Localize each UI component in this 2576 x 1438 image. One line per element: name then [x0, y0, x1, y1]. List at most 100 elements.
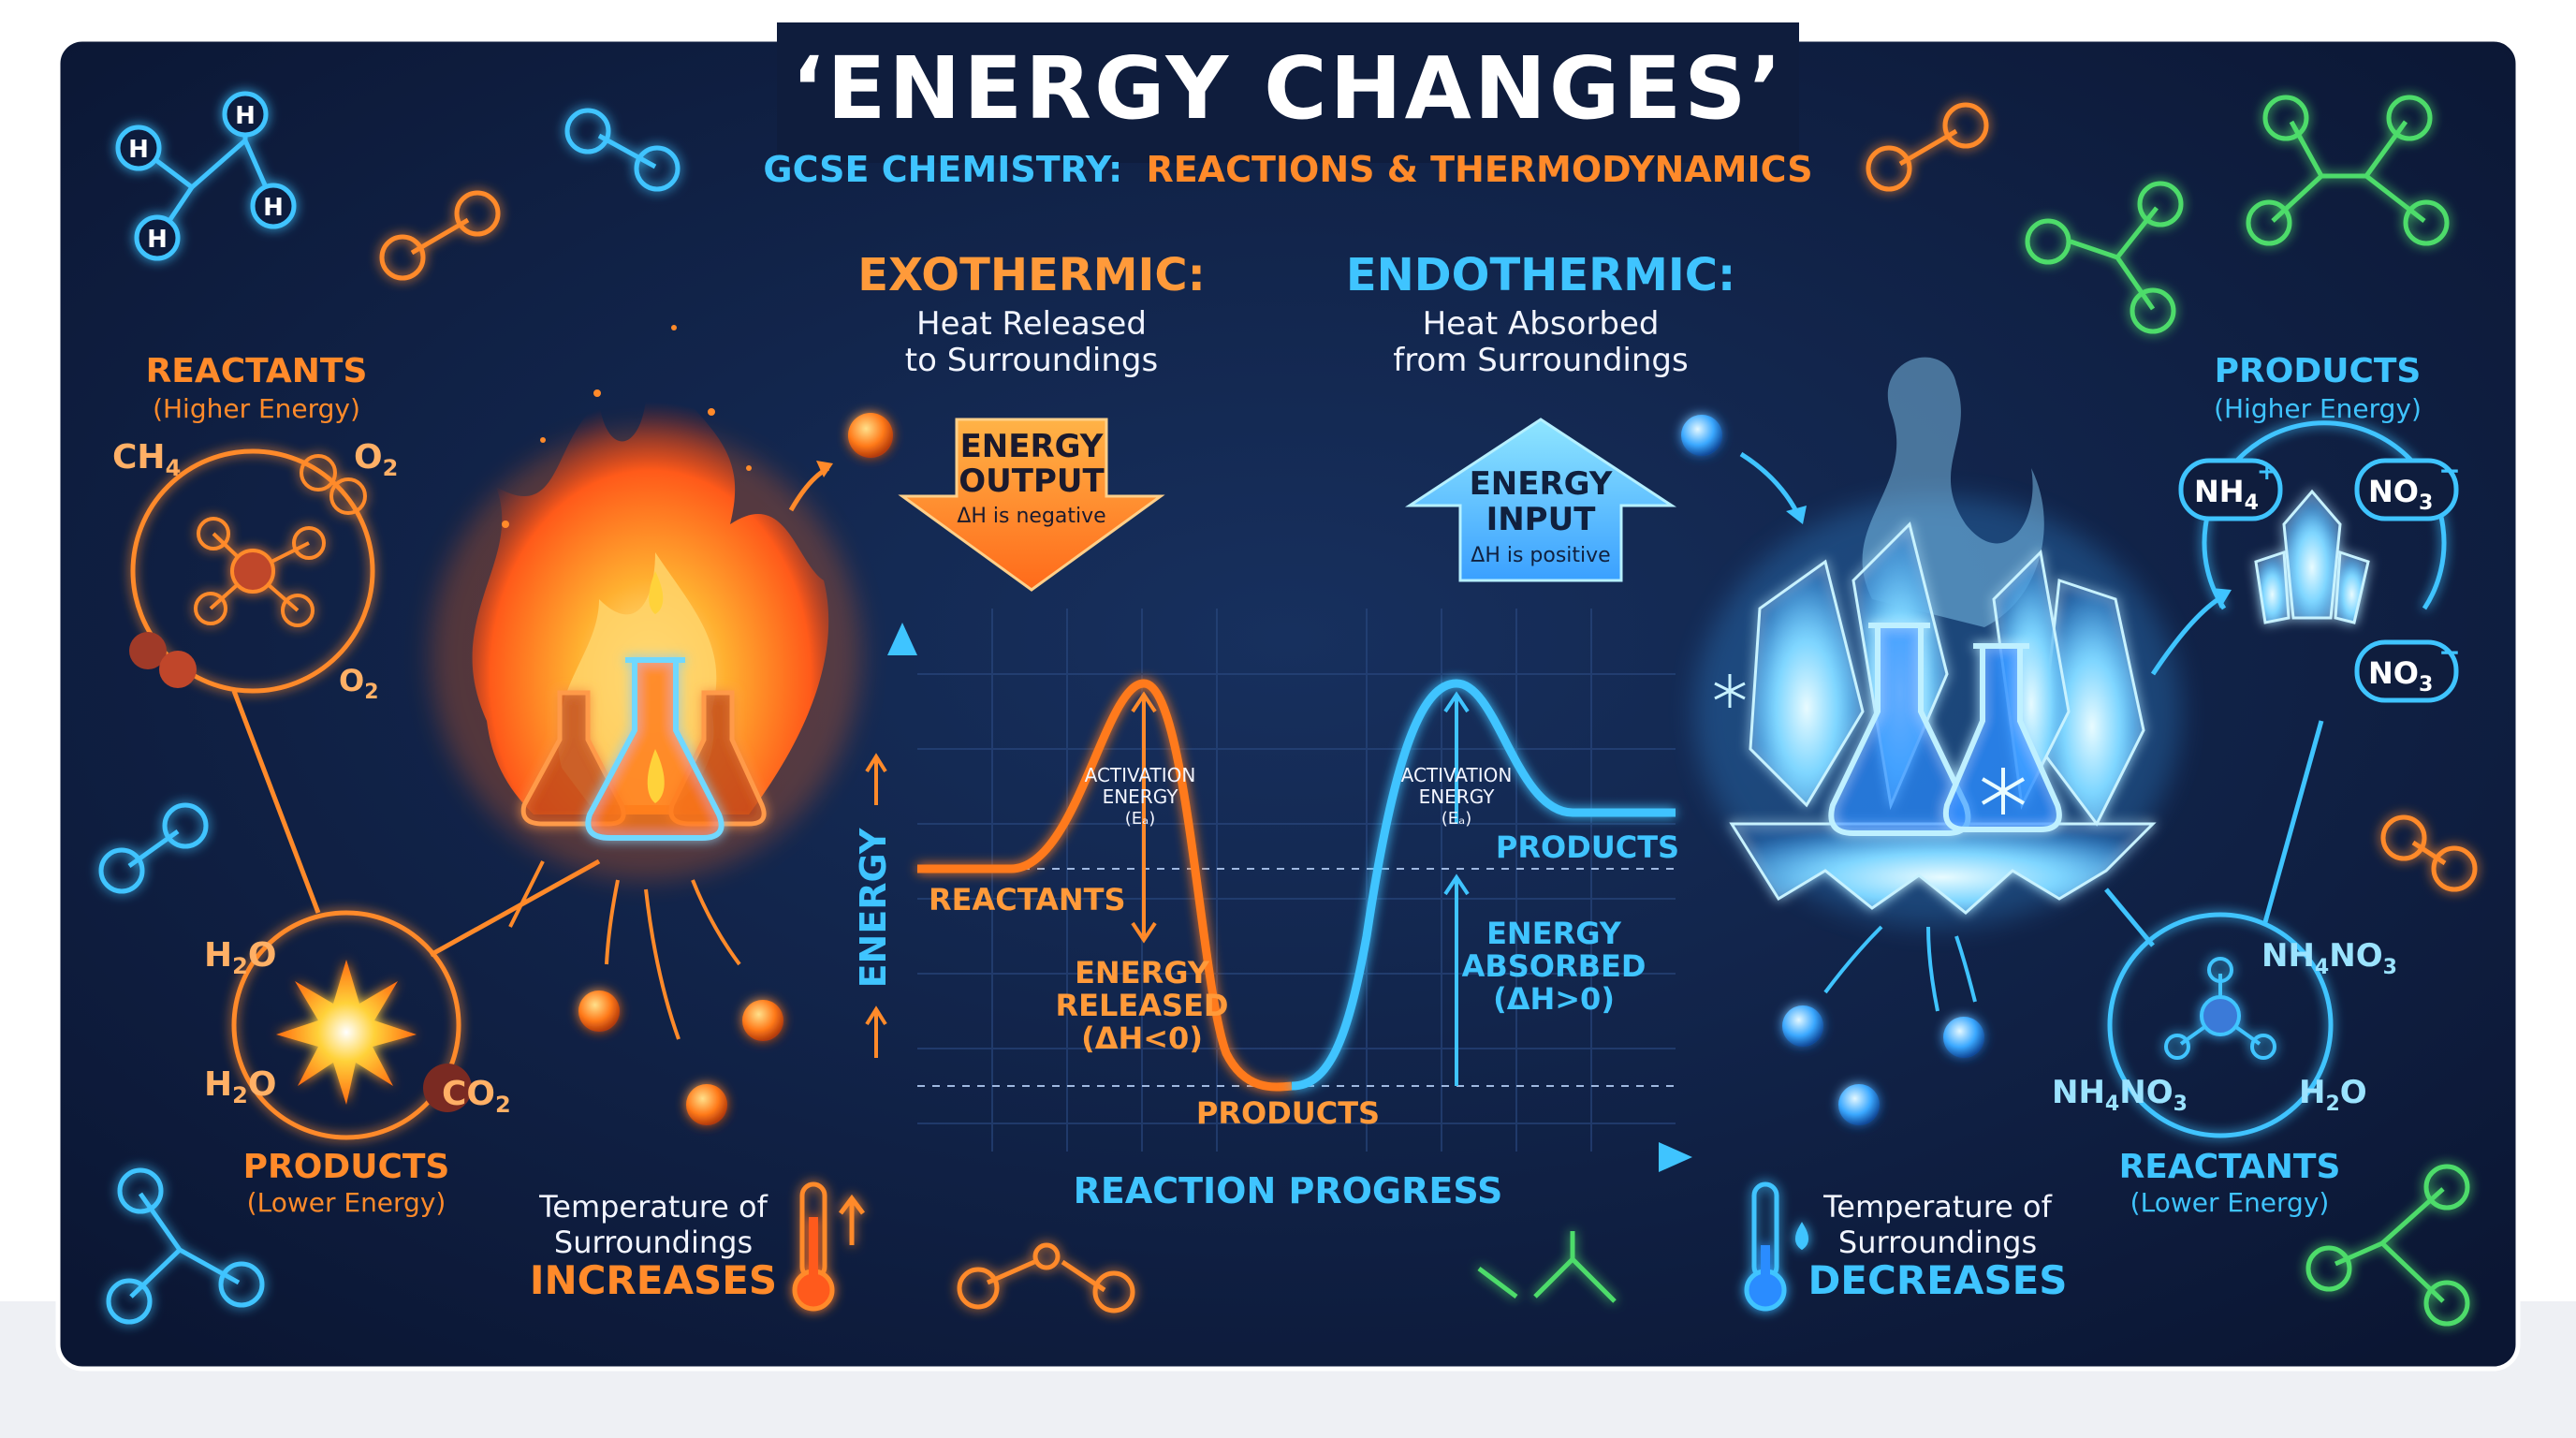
left-temp-line1: Temperature of — [538, 1189, 768, 1225]
right-reactants-sub: (Lower Energy) — [2130, 1187, 2330, 1218]
reactant-ring — [2107, 912, 2334, 1138]
cycle-arrow — [2150, 596, 2220, 676]
ion-no3-a: NO3− — [2368, 455, 2461, 515]
energy-output-line3: ΔH is negative — [957, 505, 1105, 528]
molecule-icon — [194, 454, 367, 627]
energy-orb — [578, 990, 620, 1032]
exo-heading: EXOTHERMIC: — [857, 249, 1206, 301]
exo-activation-2: ENERGY — [1103, 785, 1179, 808]
energy-input-line3: ΔH is positive — [1471, 544, 1610, 567]
energy-input-line1: ENERGY — [1470, 465, 1613, 503]
endo-line1: Heat Absorbed — [1423, 305, 1660, 343]
connector-line — [2104, 888, 2155, 947]
energy-absorbed-2: ABSORBED — [1462, 948, 1647, 984]
atom-orb — [423, 1064, 472, 1112]
thermometer-icon — [1744, 1181, 1808, 1312]
absorb-arrow — [1823, 925, 1977, 1012]
connector-line — [231, 690, 321, 914]
cycle-arrowhead — [2211, 588, 2232, 609]
endo-heading: ENDOTHERMIC: — [1346, 249, 1735, 301]
ion-bubble — [2178, 458, 2283, 521]
ion-bubble — [2354, 458, 2459, 521]
energy-orb — [1838, 1084, 1880, 1125]
page-title: ‘ENERGY CHANGES’ — [792, 38, 1785, 139]
energy-orb — [1943, 1017, 1984, 1058]
energy-orb — [686, 1084, 727, 1125]
snowflake-icon — [1714, 674, 1746, 708]
formula-h2o-b: H2O — [204, 1065, 276, 1108]
molecule-icon — [115, 91, 297, 261]
formula-nh4no3-b: NH4NO3 — [2052, 1074, 2188, 1116]
thermometer-icon — [792, 1181, 865, 1312]
molecule-icon — [1866, 102, 1989, 192]
connector-line — [2262, 720, 2324, 923]
reactant-ring — [130, 448, 375, 694]
atom-orb — [159, 651, 197, 688]
right-temp-line2: Surroundings — [1838, 1225, 2037, 1260]
molecule-icon — [2164, 957, 2276, 1060]
endo-activation-arrow — [1443, 691, 1470, 824]
absorb-arrow — [1739, 451, 1800, 515]
molecule-icon — [957, 1242, 1135, 1313]
exo-activation-arrow — [1131, 691, 1157, 871]
product-ring — [231, 910, 461, 1140]
right-reactants-label: REACTANTS — [2119, 1148, 2341, 1186]
y-axis-arrowhead — [887, 623, 917, 655]
atom-h-3: H — [263, 194, 284, 222]
exo-line1: Heat Released — [916, 305, 1147, 343]
connector-line — [429, 858, 601, 958]
spark-particles — [502, 325, 752, 528]
energy-output-line2: OUTPUT — [959, 462, 1105, 500]
ion-nh4: NH4+ — [2194, 458, 2277, 515]
subtitle-prefix: GCSE CHEMISTRY: — [763, 149, 1122, 190]
y-axis-ticks — [865, 753, 887, 1058]
energy-released-3: (ΔH<0) — [1081, 1020, 1203, 1056]
energy-released-arrow — [1131, 871, 1157, 944]
emit-arrowhead — [816, 461, 833, 477]
ion-no3-b: NO3− — [2368, 637, 2461, 697]
energy-input-arrow — [1404, 418, 1677, 582]
product-ring — [2202, 420, 2447, 610]
energy-orb — [1782, 1005, 1823, 1047]
atom-orb — [129, 632, 167, 669]
energy-orb — [848, 413, 893, 458]
energy-absorbed-1: ENERGY — [1486, 916, 1622, 951]
y-axis-label: ENERGY — [853, 828, 894, 988]
exo-activation-3: (Eₐ) — [1125, 809, 1155, 829]
molecule-icon — [379, 190, 501, 281]
energy-absorbed-arrow — [1443, 873, 1470, 1086]
reactants-level-label: REACTANTS — [929, 882, 1126, 917]
endo-activation-1: ACTIVATION — [1401, 764, 1513, 786]
subtitle-suffix: REACTIONS & THERMODYNAMICS — [1146, 149, 1812, 190]
formula-o2-b: O2 — [339, 663, 379, 704]
right-products-sub: (Higher Energy) — [2214, 393, 2422, 424]
molecule-icon — [2380, 814, 2478, 892]
endo-activation-2: ENERGY — [1419, 785, 1496, 808]
left-products-sub: (Lower Energy) — [247, 1187, 446, 1218]
formula-h2o-a: H2O — [204, 936, 276, 979]
left-products-label: PRODUCTS — [243, 1148, 450, 1186]
endo-activation-3: (Eₐ) — [1442, 809, 1471, 829]
formula-h2o-right: H2O — [2299, 1074, 2367, 1116]
energy-released-1: ENERGY — [1075, 955, 1210, 990]
formula-co2: CO2 — [442, 1075, 511, 1118]
starburst-icon — [276, 960, 417, 1105]
formula-ch4: CH4 — [112, 438, 181, 481]
right-temp-change: DECREASES — [1808, 1257, 2067, 1303]
atom-h-4: H — [147, 226, 168, 254]
exothermic-curve — [917, 679, 1293, 1092]
products-low-label: PRODUCTS — [1196, 1095, 1380, 1131]
page-subtitle: GCSE CHEMISTRY: REACTIONS & THERMODYNAMI… — [763, 149, 1812, 190]
energy-absorbed-3: (ΔH>0) — [1493, 981, 1615, 1017]
energy-released-2: RELEASED — [1056, 988, 1229, 1023]
absorb-arrowhead — [1786, 506, 1807, 524]
x-axis-label: REACTION PROGRESS — [1074, 1170, 1503, 1211]
flame-icon — [647, 749, 665, 803]
right-temp-line1: Temperature of — [1822, 1189, 2052, 1225]
molecule-icon — [2246, 95, 2450, 246]
formula-o2-a: O2 — [354, 438, 398, 481]
ice-crystal-icon — [2254, 489, 2370, 624]
energy-orb — [1681, 415, 1722, 456]
flask-icon — [585, 657, 724, 841]
